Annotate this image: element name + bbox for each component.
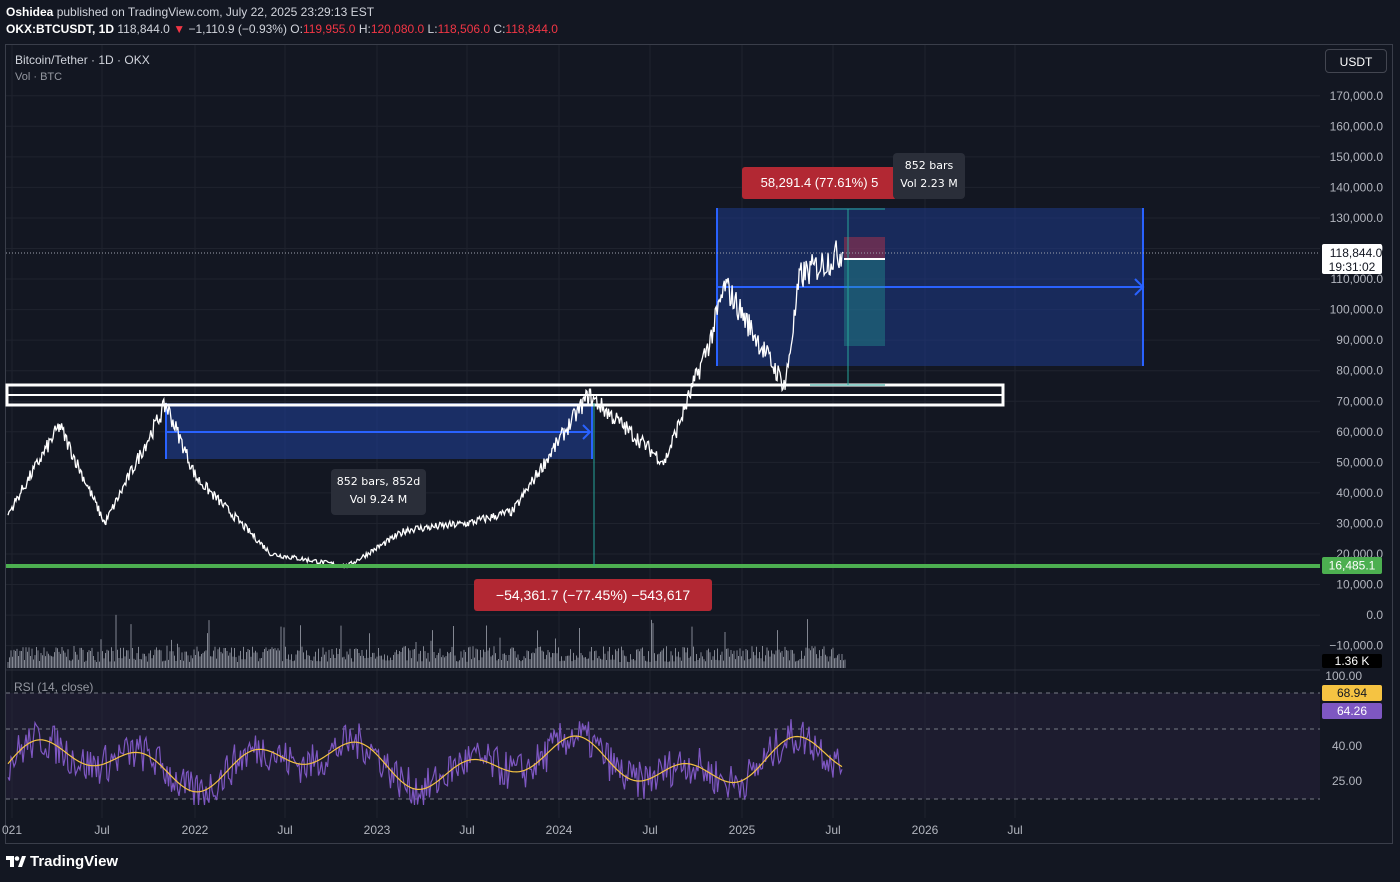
- countdown-label: 19:31:02: [1329, 260, 1376, 274]
- price-tick-label: −10,000.0: [1329, 639, 1383, 653]
- rsi-value-tag-text: 64.26: [1337, 704, 1367, 718]
- brand-name: TradingView: [30, 853, 119, 870]
- rsi-line: [7, 719, 843, 806]
- price-tick-label: 30,000.0: [1336, 516, 1383, 530]
- price-tick-label: 130,000.0: [1330, 211, 1384, 225]
- close-label: C:: [493, 22, 506, 36]
- rsi-tick-label: 25.00: [1332, 774, 1362, 788]
- down-arrow-icon: ▼: [173, 22, 186, 36]
- volume-tag: 1.36 K: [1322, 654, 1382, 668]
- time-tick-label: 021: [2, 823, 22, 837]
- publish-info: Oshidea published on TradingView.com, Ju…: [6, 5, 374, 19]
- price-tick-label: 110,000.0: [1331, 272, 1384, 286]
- rsi-ma-tag: 68.94: [1322, 685, 1382, 701]
- currency-button[interactable]: USDT: [1325, 49, 1387, 73]
- price-line: [7, 240, 844, 569]
- support-tag: 16,485.1: [1322, 557, 1382, 574]
- open-label: O:: [290, 22, 303, 36]
- high-label: H:: [358, 22, 371, 36]
- price-tick-label: 60,000.0: [1336, 425, 1383, 439]
- range2-info: 852 bars Vol 2.23 M: [893, 153, 965, 199]
- long-stop-zone: [844, 259, 885, 346]
- volume-tag-text: 1.36 K: [1335, 654, 1370, 668]
- price-tick-label: 140,000.0: [1330, 180, 1384, 194]
- drawing-boxes: [165, 208, 1145, 459]
- rsi-ma-tag-bg: [1322, 685, 1382, 701]
- axis-labels: 170,000.0 160,000.0 150,000.0 140,000.0 130,…: [2, 89, 1383, 837]
- low-label: L:: [427, 22, 438, 36]
- drawing-overlays: [5, 208, 1320, 568]
- rsi-tick-label: 100.00: [1325, 669, 1362, 683]
- last-price: 118,844.0: [117, 22, 170, 36]
- long-target-zone: [844, 237, 885, 259]
- symbol-label[interactable]: OKX:BTCUSDT, 1D: [6, 22, 115, 36]
- tradingview-logo-icon: [6, 855, 26, 867]
- price-change: −1,110.9 (−0.93%): [188, 22, 287, 36]
- volume-tag-bg: [1322, 654, 1382, 668]
- last-price-tag: [1322, 244, 1382, 274]
- open-value: 119,955.0: [302, 22, 356, 36]
- drop-measure-label: −54,361.7 (−77.45%) −543,617: [474, 579, 712, 611]
- rise-measure-label: 58,291.4 (77.61%) 5: [742, 167, 897, 199]
- price-tick-label: 90,000.0: [1336, 333, 1383, 347]
- time-tick-label: Jul: [277, 823, 292, 837]
- range2-vol: Vol 2.23 M: [900, 177, 958, 190]
- price-tick-label: 70,000.0: [1336, 394, 1383, 408]
- rsi-pane: [6, 692, 1320, 806]
- chart-frame: [5, 44, 1393, 844]
- price-tick-label: 100,000.0: [1330, 303, 1384, 317]
- price-tick-label: 170,000.0: [1330, 89, 1384, 103]
- rsi-legend[interactable]: RSI (14, close): [14, 680, 94, 694]
- range2-bars: 852 bars: [904, 159, 954, 172]
- time-tick-label: Jul: [825, 823, 840, 837]
- time-tick-label: Jul: [1007, 823, 1022, 837]
- support-tag-bg: [1322, 557, 1382, 574]
- last-price-tag-bg: [1322, 244, 1382, 274]
- range1-info: 852 bars, 852d Vol 9.24 M: [331, 469, 426, 515]
- volume-legend[interactable]: Vol · BTC: [15, 71, 63, 83]
- time-tick-label: 2022: [182, 823, 209, 837]
- time-tick-label: 2026: [912, 823, 939, 837]
- publish-date: published on TradingView.com, July 22, 2…: [56, 5, 375, 19]
- range1-bars: 852 bars, 852d: [336, 475, 421, 488]
- support-tag-text: 16,485.1: [1329, 559, 1376, 573]
- ohlc-header: OKX:BTCUSDT, 1D 118,844.0 ▼ −1,110.9 (−0…: [6, 22, 558, 36]
- price-tick-label: 160,000.0: [1330, 119, 1384, 133]
- rsi-ma-line: [7, 735, 843, 793]
- rsi-band: [6, 693, 1320, 799]
- time-tick-label: Jul: [459, 823, 474, 837]
- time-tick-label: Jul: [642, 823, 657, 837]
- volume-bars: [7, 614, 846, 668]
- time-tick-label: 2025: [729, 823, 756, 837]
- footer-brand[interactable]: TradingView: [6, 853, 118, 870]
- price-tick-label: 40,000.0: [1336, 486, 1383, 500]
- price-tick-label: 150,000.0: [1330, 150, 1384, 164]
- time-tick-label: 2024: [546, 823, 573, 837]
- high-value: 120,080.0: [370, 22, 425, 36]
- rsi-value-tag-bg: [1322, 703, 1382, 719]
- price-tick-label: 10,000.0: [1336, 578, 1383, 592]
- rsi-tick-label: 40.00: [1332, 739, 1362, 753]
- author-name[interactable]: Oshidea: [6, 5, 54, 19]
- time-tick-label: 2023: [364, 823, 391, 837]
- symbol-legend[interactable]: Bitcoin/Tether · 1D · OKX: [15, 53, 150, 67]
- price-tick-label: 80,000.0: [1336, 364, 1383, 378]
- time-tick-label: Jul: [94, 823, 109, 837]
- price-tick-label: 50,000.0: [1336, 455, 1383, 469]
- range1-arrowhead: [582, 424, 592, 440]
- last-price-label: 118,844.0: [1330, 246, 1383, 260]
- close-value: 118,844.0: [505, 22, 558, 36]
- rsi-ma-tag-text: 68.94: [1337, 686, 1367, 700]
- low-value: 118,506.0: [437, 22, 491, 36]
- price-tick-label: 0.0: [1366, 608, 1383, 622]
- range1-vol: Vol 9.24 M: [349, 493, 408, 506]
- rsi-value-tag: 64.26: [1322, 703, 1382, 719]
